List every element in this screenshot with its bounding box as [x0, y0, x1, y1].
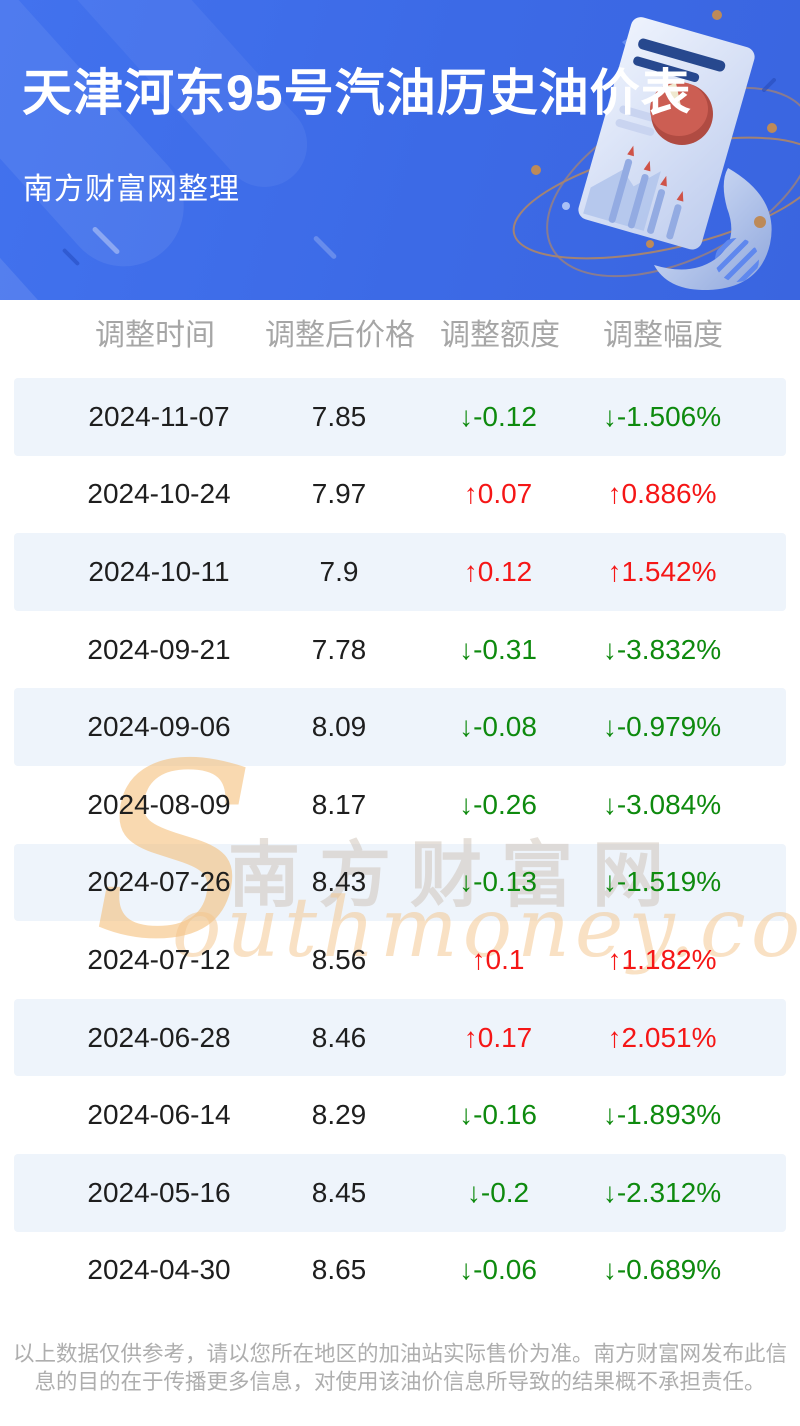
table-row: 2024-08-09 8.17 ↓-0.26 ↓-3.084%: [14, 766, 786, 844]
price-cell: 8.46: [311, 1021, 367, 1053]
change-cell: ↓-0.13: [459, 866, 537, 898]
table-row: 2024-09-06 8.09 ↓-0.08 ↓-0.979%: [14, 688, 786, 766]
price-cell: 7.85: [311, 400, 367, 432]
change-cell: ↓-0.26: [459, 788, 537, 820]
price-cell: 8.17: [311, 788, 367, 820]
table-row: 2024-05-16 8.45 ↓-0.2 ↓-2.312%: [14, 1153, 786, 1232]
column-header-price: 调整后价格: [265, 319, 415, 352]
date-cell: 2024-09-06: [87, 711, 231, 743]
banner-title: 天津河东95号汽油历史油价表: [22, 65, 692, 121]
change-cell: ↓-0.16: [459, 1099, 537, 1131]
price-cell: 8.43: [311, 866, 367, 898]
change-pct-cell: ↓-3.084%: [602, 788, 722, 820]
table-row: 2024-07-26 8.43 ↓-0.13 ↓-1.519%: [14, 843, 786, 922]
table-row: 2024-06-14 8.29 ↓-0.16 ↓-1.893%: [14, 1076, 786, 1154]
date-cell: 2024-06-28: [87, 1021, 231, 1053]
price-cell: 8.65: [311, 1254, 367, 1286]
price-cell: 7.9: [319, 555, 359, 587]
table-row: 2024-04-30 8.65 ↓-0.06 ↓-0.689%: [14, 1232, 786, 1310]
change-pct-cell: ↓-0.689%: [602, 1254, 722, 1286]
change-cell: ↑0.07: [463, 478, 533, 510]
table-row: 2024-10-11 7.9 ↑0.12 ↑1.542%: [14, 533, 786, 611]
date-cell: 2024-11-07: [88, 400, 230, 432]
date-cell: 2024-08-09: [87, 788, 231, 820]
change-pct-cell: ↓-0.979%: [602, 711, 722, 743]
change-pct-cell: ↓-1.519%: [602, 866, 722, 898]
table-header-row: 调整时间 调整后价格 调整额度 调整幅度: [0, 320, 800, 352]
price-cell: 8.45: [311, 1176, 367, 1208]
date-cell: 2024-07-26: [87, 866, 231, 898]
bar-chart-graphic: [608, 158, 682, 240]
pie-chart-graphic: [650, 82, 713, 145]
orbit-dots: [531, 10, 777, 248]
price-cell: 8.56: [311, 943, 367, 975]
column-header-time: 调整时间: [95, 319, 215, 352]
change-cell: ↑0.12: [463, 555, 533, 587]
table-row: 2024-07-12 8.56 ↑0.1 ↑1.182%: [14, 921, 786, 999]
change-cell: ↓-0.12: [459, 400, 537, 432]
banner-subtitle: 南方财富网整理: [23, 173, 240, 206]
finance-report-illustration: [512, 10, 800, 290]
date-cell: 2024-10-24: [87, 478, 231, 510]
hero-banner: 天津河东95号汽油历史油价表 南方财富网整理: [0, 0, 800, 300]
blue-dot: [562, 202, 570, 210]
table-row: 2024-10-24 7.97 ↑0.07 ↑0.886%: [14, 456, 786, 534]
price-cell: 7.97: [311, 478, 367, 510]
change-pct-cell: ↑0.886%: [607, 478, 717, 510]
date-cell: 2024-05-16: [87, 1176, 231, 1208]
change-cell: ↓-0.06: [459, 1254, 537, 1286]
change-cell: ↓-0.31: [459, 633, 537, 665]
bar-arrow-tips: [627, 145, 684, 202]
change-cell: ↓-0.08: [459, 711, 537, 743]
change-pct-cell: ↑1.542%: [607, 555, 717, 587]
price-table-body: 2024-11-07 7.85 ↓-0.12 ↓-1.506% 2024-10-24 7.…: [14, 378, 786, 1309]
change-cell: ↑0.1: [471, 943, 525, 975]
date-cell: 2024-07-12: [87, 943, 231, 975]
column-header-change-pct: 调整幅度: [603, 319, 723, 352]
price-cell: 8.29: [311, 1099, 367, 1131]
dash-decoration: [61, 247, 81, 267]
change-pct-cell: ↓-1.506%: [602, 400, 722, 432]
change-cell: ↓-0.2: [466, 1176, 530, 1208]
change-pct-cell: ↓-2.312%: [602, 1176, 722, 1208]
dash-decoration: [762, 78, 776, 92]
change-pct-cell: ↓-3.832%: [602, 633, 722, 665]
change-cell: ↑0.17: [463, 1021, 533, 1053]
dash-decoration: [312, 235, 338, 260]
table-row: 2024-09-21 7.78 ↓-0.31 ↓-3.832%: [14, 611, 786, 689]
date-cell: 2024-10-11: [88, 555, 230, 587]
date-cell: 2024-09-21: [87, 633, 231, 665]
disclaimer-text: 以上数据仅供参考，请以您所在地区的加油站实际售价为准。南方财富网发布此信息的目的…: [12, 1342, 787, 1394]
table-row: 2024-11-07 7.85 ↓-0.12 ↓-1.506%: [14, 378, 786, 456]
change-pct-cell: ↓-1.893%: [602, 1099, 722, 1131]
price-cell: 8.09: [311, 711, 367, 743]
change-pct-cell: ↑1.182%: [607, 943, 717, 975]
price-cell: 7.78: [311, 633, 367, 665]
stripe-decoration: [0, 220, 54, 300]
date-cell: 2024-06-14: [87, 1099, 231, 1131]
table-row: 2024-06-28 8.46 ↑0.17 ↑2.051%: [14, 998, 786, 1077]
date-cell: 2024-04-30: [87, 1254, 231, 1286]
change-pct-cell: ↑2.051%: [607, 1021, 717, 1053]
column-header-change: 调整额度: [440, 319, 560, 352]
